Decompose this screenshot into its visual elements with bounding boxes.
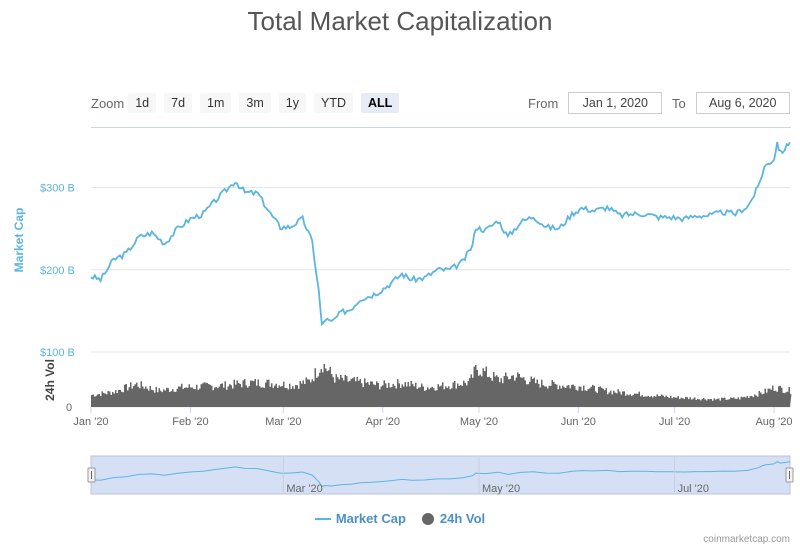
zoom-1m-button[interactable]: 1m	[200, 93, 232, 113]
y-tick-label: 0	[66, 402, 72, 414]
chart-title: Total Market Capitalization	[247, 6, 553, 36]
y-tick-label: $200 B	[40, 265, 75, 277]
to-label: To	[672, 95, 686, 111]
navigator-tick-label: Jul '20	[678, 483, 709, 495]
date-range-to: To Aug 6, 2020	[672, 92, 790, 114]
zoom-toolbar: Zoom 1d 7d 1m 3m 1y YTD ALL	[91, 92, 407, 114]
navigator-tick-label: May '20	[482, 483, 520, 495]
zoom-label: Zoom	[91, 95, 125, 111]
x-tick-label: Mar '20	[265, 416, 301, 428]
legend-line-icon	[314, 517, 331, 520]
legend: Market Cap 24h Vol	[0, 511, 800, 526]
x-tick-label: Jan '20	[73, 416, 108, 428]
legend-item-market-cap[interactable]: Market Cap	[314, 511, 406, 526]
volume-series-area	[91, 363, 792, 407]
y-axis-title-volume: 24h Vol	[43, 359, 57, 401]
from-date-input[interactable]: Jan 1, 2020	[568, 92, 663, 114]
zoom-3m-button[interactable]: 3m	[239, 93, 271, 113]
navigator-series-line	[90, 461, 791, 487]
x-tick-label: May '20	[460, 416, 498, 428]
x-tick-label: Jun '20	[561, 416, 596, 428]
legend-label-market-cap: Market Cap	[335, 511, 406, 526]
to-date-input[interactable]: Aug 6, 2020	[695, 92, 790, 114]
navigator-tick-label: Mar '20	[286, 483, 322, 495]
legend-item-volume[interactable]: 24h Vol	[421, 511, 486, 526]
date-range-from: From Jan 1, 2020	[528, 92, 663, 114]
legend-dot-icon	[421, 512, 434, 525]
zoom-ytd-button[interactable]: YTD	[314, 93, 353, 113]
navigator-window[interactable]	[90, 455, 791, 495]
toolbar-divider	[91, 127, 791, 128]
zoom-1d-button[interactable]: 1d	[128, 93, 157, 113]
x-tick-label: Aug '20	[755, 416, 792, 428]
zoom-1y-button[interactable]: 1y	[278, 93, 306, 113]
credit-text: coinmarketcap.com	[703, 534, 790, 545]
legend-label-volume: 24h Vol	[439, 511, 486, 526]
y-axis-title-market-cap: Market Cap	[12, 208, 26, 273]
x-tick-label: Jul '20	[659, 416, 690, 428]
y-tick-label: $300 B	[40, 183, 75, 195]
x-tick-label: Apr '20	[366, 416, 401, 428]
y-tick-label: $100 B	[40, 347, 75, 359]
zoom-7d-button[interactable]: 7d	[164, 93, 193, 113]
market-cap-series-line	[90, 141, 791, 327]
zoom-all-button[interactable]: ALL	[361, 93, 400, 113]
x-tick-label: Feb '20	[172, 416, 208, 428]
from-label: From	[528, 95, 559, 111]
